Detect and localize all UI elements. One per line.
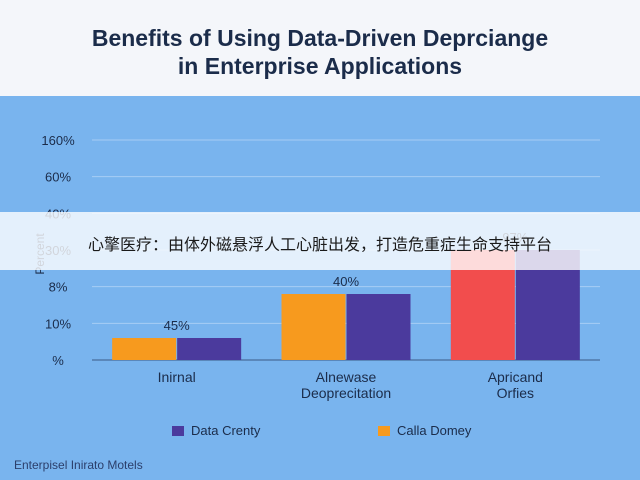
data-label: 45% bbox=[164, 318, 190, 333]
data-label: 40% bbox=[333, 274, 359, 289]
chart-panel: %10%8%30%40%60%160%Percent45%Inirnal40%A… bbox=[0, 96, 640, 480]
title-area bbox=[0, 0, 640, 96]
chart-title-line-1: Benefits of Using Data-Driven Deprciange bbox=[91, 25, 549, 51]
legend-label: Data Crenty bbox=[191, 423, 261, 438]
x-tick-label: Deoprecitation bbox=[301, 385, 391, 401]
bar-chart: %10%8%30%40%60%160%Percent45%Inirnal40%A… bbox=[33, 133, 600, 438]
bar bbox=[281, 294, 346, 360]
y-tick-label: 8% bbox=[49, 280, 68, 295]
caption-banner-text: 心擎医疗：由体外磁悬浮人工心脏出发，打造危重症生命支持平台 bbox=[87, 235, 552, 254]
bar bbox=[346, 294, 411, 360]
x-tick-label: Inirnal bbox=[158, 369, 196, 385]
chart-title-line-2: in Enterprise Applications bbox=[177, 53, 463, 79]
legend-swatch bbox=[172, 426, 184, 436]
bar bbox=[177, 338, 242, 360]
bar bbox=[112, 338, 177, 360]
x-tick-label: Alnewase bbox=[316, 369, 377, 385]
caption-banner: 心擎医疗：由体外磁悬浮人工心脏出发，打造危重症生命支持平台 bbox=[0, 212, 640, 270]
y-tick-label: 10% bbox=[45, 316, 71, 331]
x-tick-label: Orfies bbox=[497, 385, 534, 401]
x-tick-label: Apricand bbox=[488, 369, 543, 385]
footer-source: Enterpisel Inirato Motels bbox=[14, 458, 143, 472]
chart-title: Benefits of Using Data-Driven Deprciange… bbox=[0, 24, 640, 80]
y-tick-label: % bbox=[52, 353, 64, 368]
y-tick-label: 160% bbox=[41, 133, 75, 148]
legend-swatch bbox=[378, 426, 390, 436]
y-tick-label: 60% bbox=[45, 170, 71, 185]
legend-label: Calla Domey bbox=[397, 423, 472, 438]
